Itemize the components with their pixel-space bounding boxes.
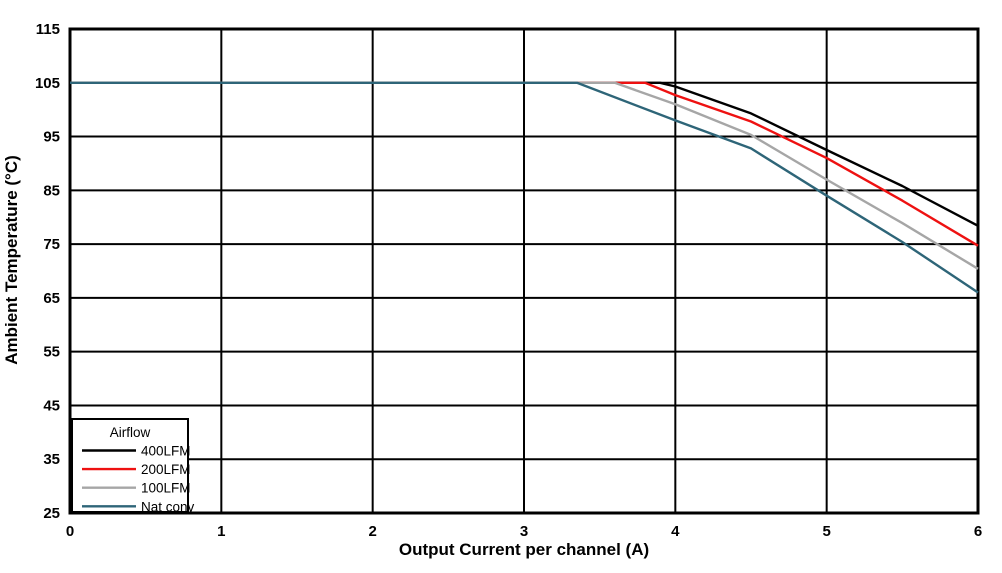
series-line-nat-conv <box>70 81 979 294</box>
y-tick-label: 65 <box>43 290 60 307</box>
legend-title: Airflow <box>110 425 151 440</box>
x-tick-label: 0 <box>66 523 74 540</box>
legend-entry-label: 400LFM <box>141 444 191 459</box>
y-tick-label: 25 <box>43 505 60 522</box>
y-tick-label: 85 <box>43 182 60 199</box>
x-axis-title: Output Current per channel (A) <box>399 540 649 559</box>
x-tick-label: 3 <box>520 523 528 540</box>
y-tick-label: 55 <box>43 344 60 361</box>
legend-entry-label: 100LFM <box>141 481 191 496</box>
x-tick-label: 4 <box>671 523 680 540</box>
y-axis-title: Ambient Temperature (°C) <box>2 155 21 365</box>
y-tick-label: 35 <box>43 451 60 468</box>
legend-box <box>71 418 189 513</box>
y-tick-label: 115 <box>36 21 60 38</box>
plot-frame <box>68 27 980 515</box>
y-tick-label: 45 <box>43 397 60 414</box>
x-tick-label: 6 <box>974 523 982 540</box>
series-line-400lfm <box>70 81 979 227</box>
y-tick-label: 105 <box>35 75 60 92</box>
y-tick-label: 95 <box>43 129 60 146</box>
y-tick-label: 75 <box>43 236 60 253</box>
x-tick-label: 5 <box>822 523 830 540</box>
x-tick-label: 2 <box>368 523 376 540</box>
x-tick-label: 1 <box>217 523 225 540</box>
legend-entry-label: 200LFM <box>141 462 191 477</box>
series-line-100lfm <box>70 81 979 270</box>
series-line-200lfm <box>70 81 979 247</box>
legend-entry-label: Nat conv <box>141 499 195 514</box>
